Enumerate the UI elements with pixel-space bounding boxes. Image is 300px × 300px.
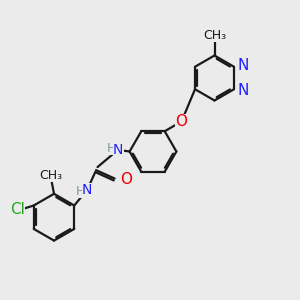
Text: H: H: [76, 185, 85, 198]
Text: N: N: [238, 58, 249, 73]
Text: O: O: [120, 172, 132, 187]
Text: CH₃: CH₃: [39, 169, 63, 182]
Text: O: O: [176, 114, 188, 129]
Text: N: N: [113, 143, 123, 157]
Text: N: N: [238, 83, 249, 98]
Text: H: H: [107, 142, 116, 155]
Text: Cl: Cl: [10, 202, 25, 217]
Text: CH₃: CH₃: [203, 29, 226, 42]
Text: N: N: [82, 184, 92, 197]
